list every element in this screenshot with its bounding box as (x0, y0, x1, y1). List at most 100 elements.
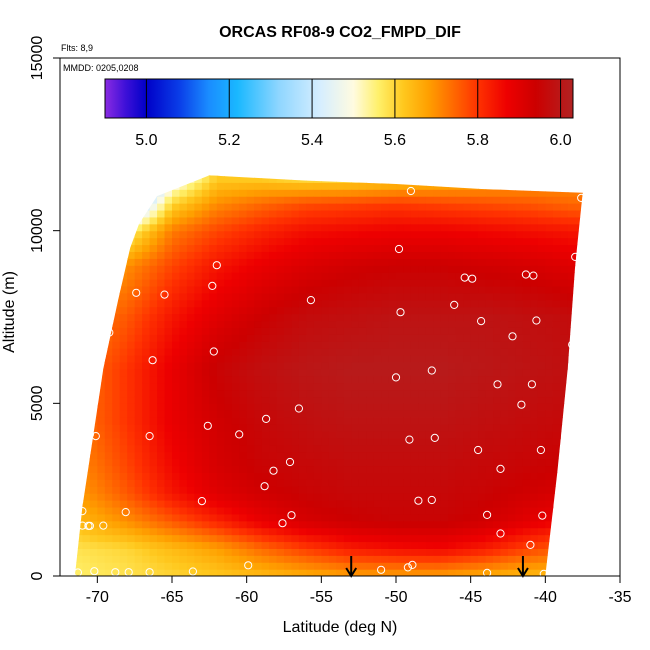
field-cell (246, 189, 255, 197)
field-cell (291, 472, 300, 480)
field-cell (485, 444, 494, 453)
field-cell (157, 306, 166, 315)
field-cell (179, 285, 188, 294)
field-cell (448, 292, 457, 301)
field-cell (388, 244, 397, 252)
field-cell (351, 562, 360, 570)
field-cell (231, 182, 240, 190)
field-cell (343, 265, 352, 273)
field-cell (284, 306, 293, 315)
field-cell (410, 334, 419, 342)
field-cell (343, 313, 352, 322)
field-cell (485, 458, 494, 467)
field-cell (284, 520, 293, 529)
field-cell (172, 493, 181, 501)
field-cell (269, 341, 278, 349)
y-axis-label: Altitude (m) (1, 271, 18, 353)
field-cell (284, 196, 293, 204)
field-cell (537, 299, 546, 308)
field-cell (470, 361, 479, 370)
field-cell (269, 458, 278, 467)
field-cell (560, 327, 569, 335)
field-cell (104, 548, 113, 556)
field-cell (440, 548, 449, 556)
field-cell (463, 313, 472, 322)
field-cell (381, 216, 390, 225)
field-cell (112, 541, 121, 549)
field-cell (261, 299, 270, 308)
field-cell (134, 223, 143, 232)
field-cell (403, 506, 412, 515)
field-cell (388, 306, 397, 315)
field-cell (201, 292, 210, 301)
field-cell (433, 424, 442, 432)
field-cell (321, 196, 330, 204)
field-cell (410, 182, 419, 190)
field-cell (306, 555, 315, 563)
field-cell (224, 410, 233, 418)
field-cell (530, 230, 539, 239)
field-cell (396, 299, 405, 308)
field-cell (172, 520, 181, 529)
field-cell (545, 320, 554, 328)
field-cell (403, 279, 412, 287)
field-cell (127, 244, 136, 252)
field-cell (388, 465, 397, 473)
field-cell (396, 451, 405, 460)
field-cell (239, 361, 248, 370)
field-cell (343, 368, 352, 377)
field-cell (478, 465, 487, 473)
field-cell (515, 244, 524, 252)
field-cell (425, 196, 434, 204)
field-cell (515, 520, 524, 529)
field-cell (172, 279, 181, 287)
field-cell (366, 216, 375, 225)
field-cell (157, 272, 166, 280)
field-cell (231, 506, 240, 515)
field-cell (261, 354, 270, 363)
field-cell (186, 203, 195, 211)
field-cell (172, 465, 181, 473)
field-cell (463, 527, 472, 536)
field-cell (127, 313, 136, 322)
field-cell (537, 396, 546, 404)
field-cell (112, 472, 121, 480)
field-cell (209, 209, 218, 218)
field-cell (448, 534, 457, 543)
field-cell (448, 203, 457, 211)
field-cell (269, 451, 278, 460)
field-cell (291, 182, 300, 190)
sample-point (91, 432, 100, 441)
field-cell (298, 493, 307, 501)
field-cell (366, 541, 375, 549)
field-cell (231, 403, 240, 411)
field-cell (142, 493, 151, 501)
field-cell (149, 548, 158, 556)
field-cell (246, 389, 255, 398)
field-cell (358, 368, 367, 377)
field-cell (313, 500, 322, 508)
field-cell (381, 410, 390, 418)
field-cell (164, 223, 173, 232)
field-cell (403, 444, 412, 453)
field-cell (186, 237, 195, 246)
field-cell (89, 520, 98, 529)
field-cell (373, 541, 382, 549)
field-cell (134, 562, 143, 570)
field-cell (306, 403, 315, 411)
field-cell (485, 541, 494, 549)
field-cell (343, 562, 352, 570)
field-cell (104, 500, 113, 508)
field-cell (403, 272, 412, 280)
field-cell (508, 389, 517, 398)
field-cell (149, 230, 158, 239)
field-cell (470, 223, 479, 232)
field-cell (545, 520, 554, 529)
field-cell (239, 472, 248, 480)
field-cell (239, 306, 248, 315)
field-cell (493, 327, 502, 335)
field-cell (127, 520, 136, 529)
field-cell (396, 472, 405, 480)
field-cell (313, 203, 322, 211)
x-tick-label: -60 (235, 589, 258, 606)
